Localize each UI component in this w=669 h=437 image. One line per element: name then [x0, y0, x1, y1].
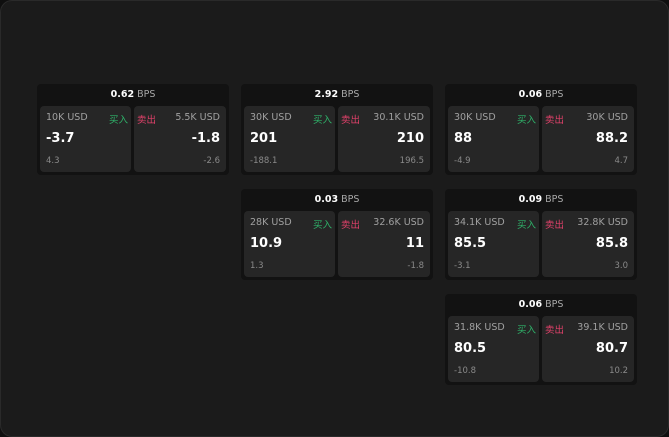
buy-amount: 10K USD: [46, 112, 88, 123]
buy-label: 买入: [516, 220, 536, 231]
sell-price: -1.8: [191, 131, 220, 146]
buy-label: 买入: [516, 115, 536, 126]
sell-box[interactable]: 5.5K USD 卖出 -1.8 -2.6: [134, 106, 226, 172]
spread-header: 2.92 BPS: [241, 84, 433, 105]
spread-value: 0.06: [518, 299, 543, 310]
buy-change: -188.1: [250, 156, 278, 166]
spread-unit: BPS: [545, 89, 564, 100]
buy-label: 买入: [516, 325, 536, 336]
sell-amount: 39.1K USD: [577, 322, 628, 333]
spread-value: 0.03: [314, 194, 339, 205]
sell-box[interactable]: 30K USD 卖出 88.2 4.7: [542, 106, 634, 172]
quote-card: 0.09 BPS 34.1K USD 买入 85.5 -3.1 32.8K USD…: [445, 189, 637, 280]
quote-card: 0.06 BPS 31.8K USD 买入 80.5 -10.8 39.1K US…: [445, 294, 637, 385]
buy-label: 买入: [312, 220, 332, 231]
buy-amount: 28K USD: [250, 217, 292, 228]
spread-header: 0.62 BPS: [37, 84, 229, 105]
buy-change: -3.1: [454, 261, 471, 271]
sell-box[interactable]: 30.1K USD 卖出 210 196.5: [338, 106, 430, 172]
buy-amount: 31.8K USD: [454, 322, 505, 333]
buy-label: 买入: [108, 115, 128, 126]
buy-amount: 30K USD: [454, 112, 496, 123]
sell-price: 210: [396, 131, 424, 146]
buy-price: 201: [250, 131, 278, 146]
buy-box[interactable]: 28K USD 买入 10.9 1.3: [244, 211, 335, 277]
buy-change: -4.9: [454, 156, 471, 166]
buy-box[interactable]: 31.8K USD 买入 80.5 -10.8: [448, 316, 539, 382]
quote-card: 0.06 BPS 30K USD 买入 88 -4.9 30K USD 卖出 88…: [445, 84, 637, 175]
buy-box[interactable]: 30K USD 买入 201 -188.1: [244, 106, 335, 172]
sell-change: -1.8: [407, 261, 424, 271]
quote-card: 0.62 BPS 10K USD 买入 -3.7 4.3 5.5K USD 卖出 …: [37, 84, 229, 175]
buy-box[interactable]: 10K USD 买入 -3.7 4.3: [40, 106, 131, 172]
buy-price: 80.5: [454, 341, 487, 356]
spread-unit: BPS: [545, 299, 564, 310]
buy-box[interactable]: 34.1K USD 买入 85.5 -3.1: [448, 211, 539, 277]
spread-header: 0.03 BPS: [241, 189, 433, 210]
spread-unit: BPS: [137, 89, 156, 100]
spread-header: 0.06 BPS: [445, 294, 637, 315]
spread-header: 0.06 BPS: [445, 84, 637, 105]
sell-amount: 30.1K USD: [373, 112, 424, 123]
sell-amount: 5.5K USD: [175, 112, 220, 123]
sell-price: 11: [405, 236, 424, 251]
sell-label: 卖出: [545, 220, 565, 231]
sell-amount: 32.8K USD: [577, 217, 628, 228]
quote-card: 0.03 BPS 28K USD 买入 10.9 1.3 32.6K USD 卖出…: [241, 189, 433, 280]
buy-change: 4.3: [46, 156, 60, 166]
spread-unit: BPS: [545, 194, 564, 205]
buy-change: -10.8: [454, 366, 476, 376]
buy-label: 买入: [312, 115, 332, 126]
sell-price: 88.2: [595, 131, 628, 146]
quote-card: 2.92 BPS 30K USD 买入 201 -188.1 30.1K USD …: [241, 84, 433, 175]
sell-change: 4.7: [614, 156, 628, 166]
sell-change: 3.0: [614, 261, 628, 271]
sell-price: 80.7: [595, 341, 628, 356]
sell-box[interactable]: 32.8K USD 卖出 85.8 3.0: [542, 211, 634, 277]
buy-price: 10.9: [250, 236, 283, 251]
sell-label: 卖出: [341, 220, 361, 231]
buy-change: 1.3: [250, 261, 264, 271]
sell-label: 卖出: [545, 325, 565, 336]
spread-value: 0.62: [110, 89, 135, 100]
sell-change: 196.5: [399, 156, 424, 166]
sell-box[interactable]: 32.6K USD 卖出 11 -1.8: [338, 211, 430, 277]
sell-label: 卖出: [545, 115, 565, 126]
sell-amount: 32.6K USD: [373, 217, 424, 228]
buy-price: -3.7: [46, 131, 75, 146]
sell-box[interactable]: 39.1K USD 卖出 80.7 10.2: [542, 316, 634, 382]
spread-value: 0.06: [518, 89, 543, 100]
sell-price: 85.8: [595, 236, 628, 251]
sell-label: 卖出: [137, 115, 157, 126]
spread-unit: BPS: [341, 194, 360, 205]
spread-header: 0.09 BPS: [445, 189, 637, 210]
buy-price: 85.5: [454, 236, 487, 251]
sell-label: 卖出: [341, 115, 361, 126]
buy-box[interactable]: 30K USD 买入 88 -4.9: [448, 106, 539, 172]
sell-amount: 30K USD: [586, 112, 628, 123]
spread-value: 0.09: [518, 194, 543, 205]
buy-amount: 34.1K USD: [454, 217, 505, 228]
sell-change: -2.6: [203, 156, 220, 166]
spread-value: 2.92: [314, 89, 339, 100]
sell-change: 10.2: [609, 366, 628, 376]
spread-unit: BPS: [341, 89, 360, 100]
buy-amount: 30K USD: [250, 112, 292, 123]
buy-price: 88: [454, 131, 473, 146]
